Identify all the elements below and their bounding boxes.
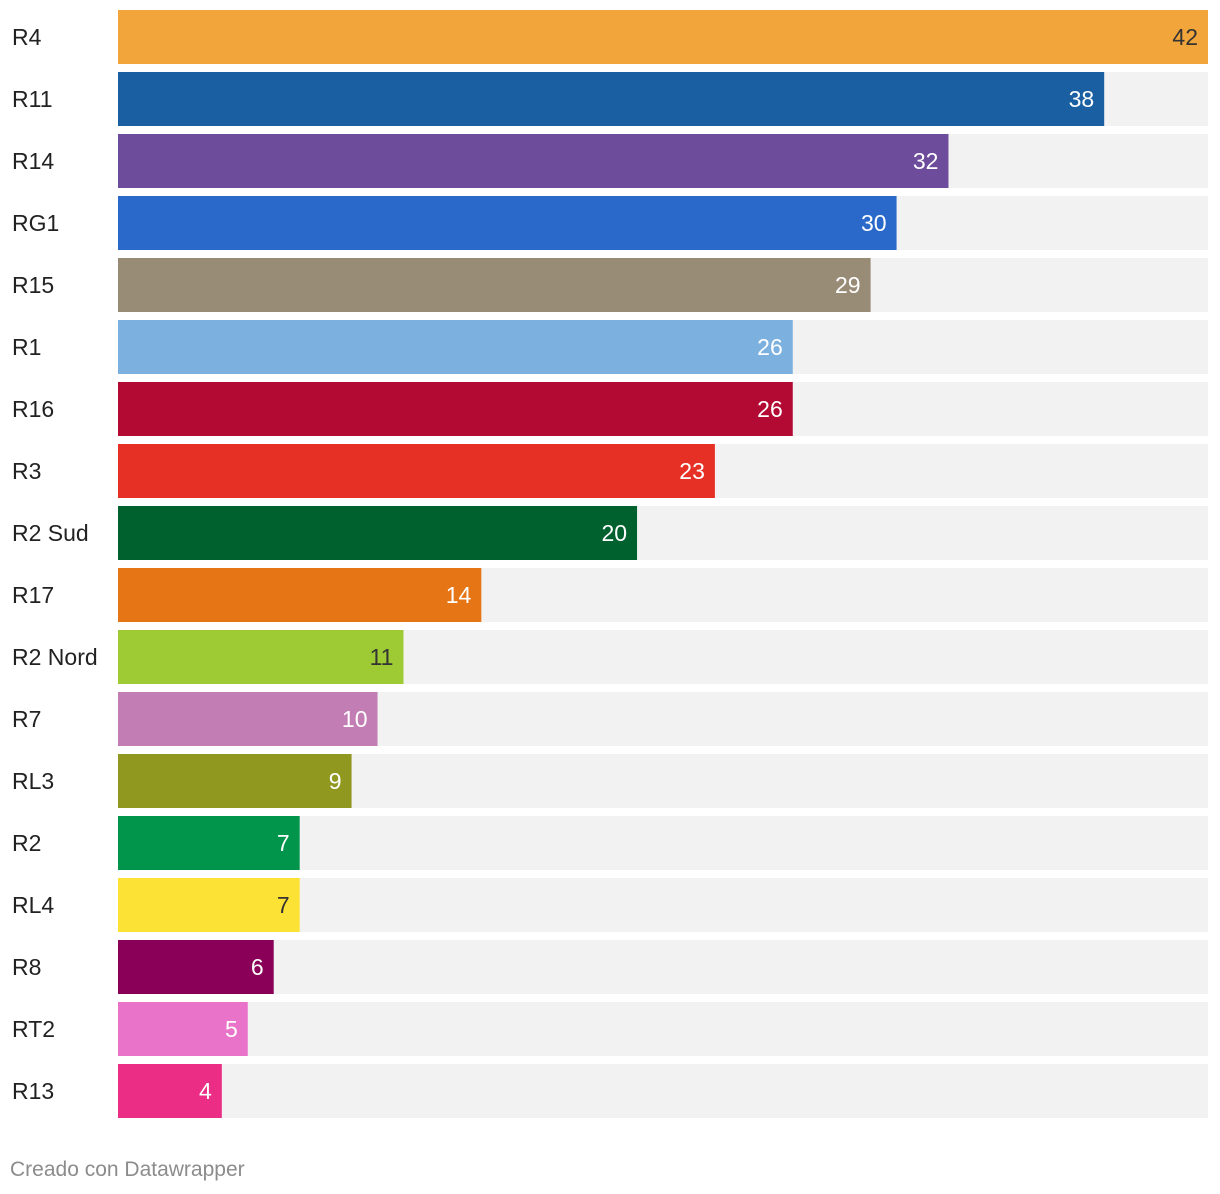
value-label: 38 xyxy=(1069,86,1095,112)
category-label: R4 xyxy=(12,24,42,50)
bar-track xyxy=(118,940,1208,994)
value-label: 9 xyxy=(329,768,342,794)
bar-row-rg1: RG1 30 xyxy=(12,196,1208,250)
bar-row-r2: R2 7 xyxy=(12,816,1208,870)
value-label: 23 xyxy=(679,458,705,484)
bar-r17[interactable] xyxy=(118,568,482,622)
bar-rl3[interactable] xyxy=(118,754,352,808)
bar-row-r2-nord: R2 Nord 11 xyxy=(12,630,1208,684)
bar-row-r2-sud: R2 Sud 20 xyxy=(12,506,1208,560)
value-label: 5 xyxy=(225,1016,238,1042)
value-label: 20 xyxy=(601,520,627,546)
bar-row-rl3: RL3 9 xyxy=(12,754,1208,808)
bar-row-rt2: RT2 5 xyxy=(12,1002,1208,1056)
category-label: R8 xyxy=(12,954,41,980)
category-label: R13 xyxy=(12,1078,54,1104)
category-label: R2 xyxy=(12,830,41,856)
value-label: 30 xyxy=(861,210,887,236)
bar-r2-nord[interactable] xyxy=(118,630,404,684)
bar-row-r15: R15 29 xyxy=(12,258,1208,312)
category-label: R1 xyxy=(12,334,41,360)
bar-rl4[interactable] xyxy=(118,878,300,932)
bar-row-r13: R13 4 xyxy=(12,1064,1208,1118)
value-label: 7 xyxy=(277,892,290,918)
bar-row-rl4: RL4 7 xyxy=(12,878,1208,932)
bar-row-r1: R1 26 xyxy=(12,320,1208,374)
category-label: R16 xyxy=(12,396,54,422)
bar-r4[interactable] xyxy=(118,10,1208,64)
value-label: 14 xyxy=(446,582,472,608)
credit-footer[interactable]: Creado con Datawrapper xyxy=(10,1158,245,1181)
category-label: R2 Nord xyxy=(12,644,98,670)
value-label: 26 xyxy=(757,334,783,360)
bar-row-r8: R8 6 xyxy=(12,940,1208,994)
bar-r1[interactable] xyxy=(118,320,793,374)
bar-row-r7: R7 10 xyxy=(12,692,1208,746)
bar-r16[interactable] xyxy=(118,382,793,436)
bar-r14[interactable] xyxy=(118,134,949,188)
value-label: 29 xyxy=(835,272,861,298)
bar-row-r11: R11 38 xyxy=(12,72,1208,126)
bar-r15[interactable] xyxy=(118,258,871,312)
category-label: R14 xyxy=(12,148,54,174)
bar-row-r3: R3 23 xyxy=(12,444,1208,498)
category-label: RG1 xyxy=(12,210,59,236)
value-label: 6 xyxy=(251,954,264,980)
category-label: RL4 xyxy=(12,892,54,918)
value-label: 26 xyxy=(757,396,783,422)
category-label: RT2 xyxy=(12,1016,55,1042)
category-label: R2 Sud xyxy=(12,520,89,546)
bar-r2-sud[interactable] xyxy=(118,506,638,560)
bar-rg1[interactable] xyxy=(118,196,897,250)
bar-row-r14: R14 32 xyxy=(12,134,1208,188)
value-label: 7 xyxy=(277,830,290,856)
value-label: 10 xyxy=(342,706,368,732)
value-label: 32 xyxy=(913,148,939,174)
value-label: 42 xyxy=(1172,24,1198,50)
category-label: R15 xyxy=(12,272,54,298)
category-label: R7 xyxy=(12,706,41,732)
bar-r3[interactable] xyxy=(118,444,715,498)
category-label: R3 xyxy=(12,458,41,484)
bar-r7[interactable] xyxy=(118,692,378,746)
bar-r11[interactable] xyxy=(118,72,1105,126)
bar-track xyxy=(118,1064,1208,1118)
bar-track xyxy=(118,1002,1208,1056)
category-label: R17 xyxy=(12,582,54,608)
value-label: 4 xyxy=(199,1078,212,1104)
bar-r13[interactable] xyxy=(118,1064,222,1118)
bar-r2[interactable] xyxy=(118,816,300,870)
bar-r8[interactable] xyxy=(118,940,274,994)
category-label: RL3 xyxy=(12,768,54,794)
bar-row-r16: R16 26 xyxy=(12,382,1208,436)
bar-rt2[interactable] xyxy=(118,1002,248,1056)
value-label: 11 xyxy=(370,644,394,670)
bar-row-r17: R17 14 xyxy=(12,568,1208,622)
category-label: R11 xyxy=(12,86,53,112)
bar-row-r4: R4 42 xyxy=(12,10,1208,64)
